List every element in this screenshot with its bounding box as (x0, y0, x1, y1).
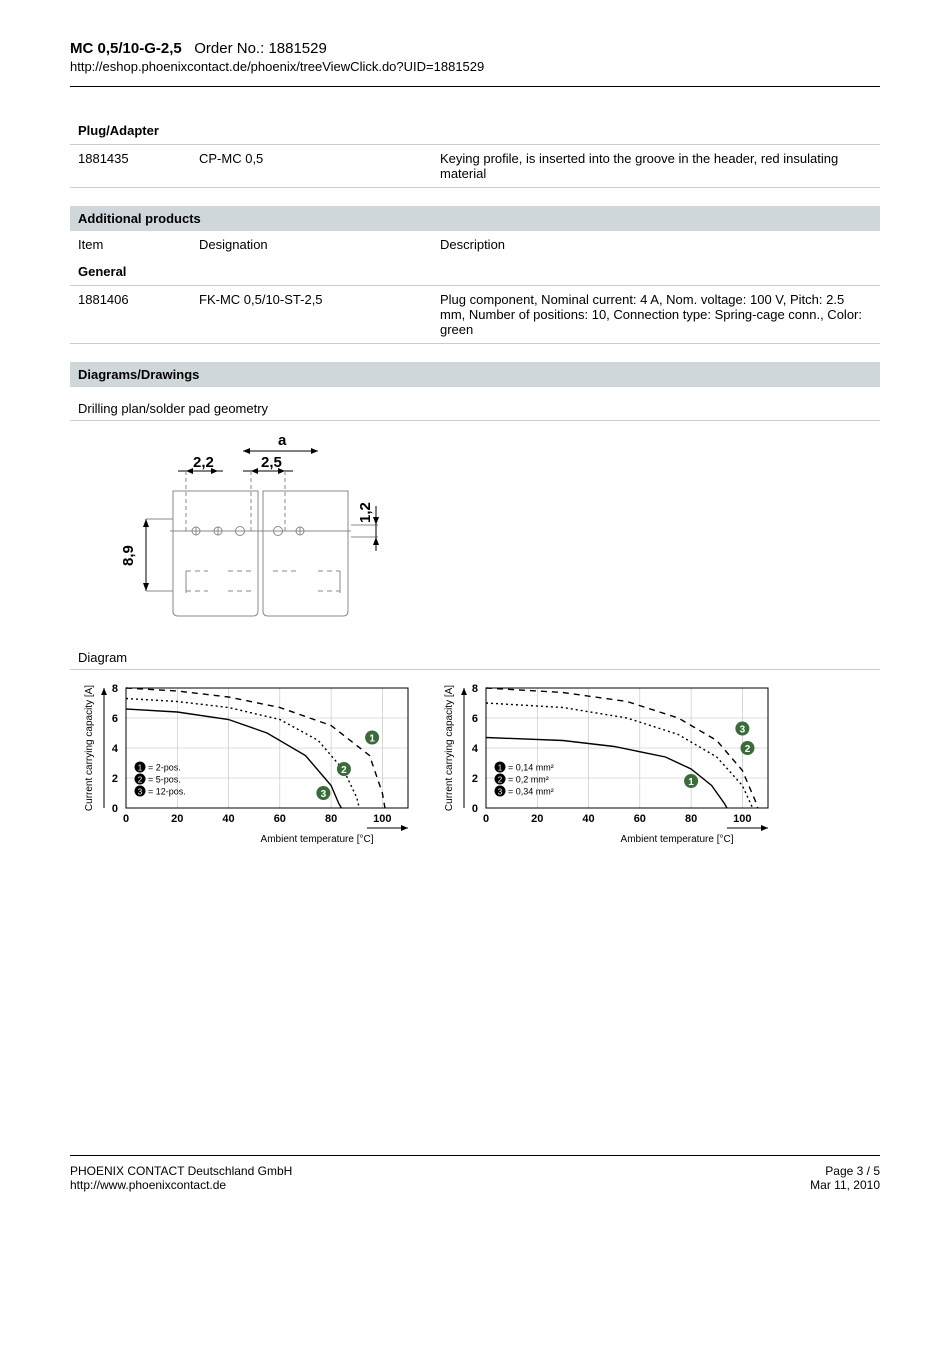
svg-text:6: 6 (472, 713, 478, 725)
diagram-row: 020406080100024681231 = 2-pos.2 = 5-pos.… (70, 680, 880, 855)
svg-text:= 5-pos.: = 5-pos. (148, 775, 181, 785)
svg-text:60: 60 (634, 813, 646, 825)
chart-1-svg: 0 20 40 60 80 100 0 2 4 6 8 1 2 3 1 = 2-pos. 2 = 5-pos.… (78, 680, 418, 855)
head-item: Item (70, 231, 191, 258)
footer-company: PHOENIX CONTACT Deutschland GmbH (70, 1164, 292, 1178)
diagram-title: Diagram (70, 636, 880, 669)
chart-1: 0 20 40 60 80 100 0 2 4 6 8 1 2 3 1 = 2-pos. 2 = 5-pos.… (78, 680, 418, 855)
footer-site: http://www.phoenixcontact.de (70, 1178, 292, 1192)
chart-2-svg: 0 20 40 60 80 100 0 2 4 6 8 3 2 1 1 = 0,14 mm² 2 = 0,2 … (438, 680, 778, 855)
svg-text:Ambient temperature [°C]: Ambient temperature [°C] (261, 834, 374, 845)
product-title: MC 0,5/10-G-2,5 Order No.: 1881529 (70, 40, 880, 57)
svg-text:= 0,34 mm²: = 0,34 mm² (508, 787, 554, 797)
general-heading: General (70, 258, 880, 285)
chart-2: 0 20 40 60 80 100 0 2 4 6 8 3 2 1 1 = 0,14 mm² 2 = 0,2 … (438, 680, 778, 855)
head-designation: Designation (191, 231, 432, 258)
svg-text:8: 8 (112, 683, 118, 695)
svg-text:100: 100 (373, 813, 391, 825)
svg-text:6: 6 (112, 713, 118, 725)
svg-text:1: 1 (369, 734, 375, 745)
dim-1-2: 1,2 (357, 502, 374, 523)
diagram-rule (70, 669, 880, 670)
cell-description: Plug component, Nominal current: 4 A, No… (432, 286, 880, 344)
table-row: 1881435 CP-MC 0,5 Keying profile, is ins… (70, 145, 880, 188)
product-url: http://eshop.phoenixcontact.de/phoenix/t… (70, 59, 880, 74)
svg-text:= 0,2 mm²: = 0,2 mm² (508, 775, 549, 785)
dim-a: a (278, 432, 287, 449)
cell-item: 1881435 (70, 145, 191, 188)
svg-text:3: 3 (498, 788, 503, 797)
svg-text:8: 8 (472, 683, 478, 695)
order-label: Order No.: (194, 40, 264, 57)
product-name: MC 0,5/10-G-2,5 (70, 40, 182, 57)
svg-text:3: 3 (740, 725, 746, 736)
cell-description: Keying profile, is inserted into the gro… (432, 145, 880, 188)
svg-text:4: 4 (112, 743, 119, 755)
additional-table: 1881406 FK-MC 0,5/10-ST-2,5 Plug compone… (70, 285, 880, 356)
page-header: MC 0,5/10-G-2,5 Order No.: 1881529 http:… (70, 40, 880, 87)
svg-text:= 12-pos.: = 12-pos. (148, 787, 186, 797)
cell-designation: CP-MC 0,5 (191, 145, 432, 188)
svg-text:60: 60 (274, 813, 286, 825)
additional-products-band: Additional products (70, 206, 880, 231)
svg-text:0: 0 (483, 813, 489, 825)
drilling-plan-svg: a 2,2 2,5 (78, 431, 398, 636)
svg-text:2: 2 (498, 776, 503, 785)
svg-text:3: 3 (138, 788, 143, 797)
dim-8-9: 8,9 (120, 545, 137, 566)
footer-right: Page 3 / 5 Mar 11, 2010 (810, 1164, 880, 1192)
svg-text:Current carrying capacity [A]: Current carrying capacity [A] (444, 685, 455, 811)
svg-text:1: 1 (688, 777, 694, 788)
svg-text:= 2-pos.: = 2-pos. (148, 763, 181, 773)
diagrams-band: Diagrams/Drawings (70, 362, 880, 387)
plug-adapter-heading: Plug/Adapter (70, 117, 880, 144)
svg-text:1: 1 (498, 764, 503, 773)
svg-text:80: 80 (685, 813, 697, 825)
svg-text:2: 2 (138, 776, 143, 785)
svg-text:3: 3 (321, 789, 327, 800)
footer-date: Mar 11, 2010 (810, 1178, 880, 1192)
svg-text:2: 2 (745, 744, 751, 755)
plug-adapter-table: 1881435 CP-MC 0,5 Keying profile, is ins… (70, 144, 880, 200)
cell-item: 1881406 (70, 286, 191, 344)
cell-designation: FK-MC 0,5/10-ST-2,5 (191, 286, 432, 344)
svg-text:= 0,14 mm²: = 0,14 mm² (508, 763, 554, 773)
svg-text:40: 40 (582, 813, 594, 825)
svg-text:40: 40 (222, 813, 234, 825)
svg-text:0: 0 (472, 803, 478, 815)
drilling-rule (70, 420, 880, 421)
order-number: 1881529 (268, 40, 326, 57)
footer-page: Page 3 / 5 (810, 1164, 880, 1178)
svg-text:2: 2 (472, 773, 478, 785)
drilling-title: Drilling plan/solder pad geometry (70, 387, 880, 420)
svg-text:Current carrying capacity [A]: Current carrying capacity [A] (84, 685, 95, 811)
footer-left: PHOENIX CONTACT Deutschland GmbH http://… (70, 1164, 292, 1192)
svg-text:4: 4 (472, 743, 479, 755)
svg-text:20: 20 (531, 813, 543, 825)
svg-text:2: 2 (112, 773, 118, 785)
svg-text:100: 100 (733, 813, 751, 825)
table-row: 1881406 FK-MC 0,5/10-ST-2,5 Plug compone… (70, 286, 880, 344)
head-description: Description (432, 231, 880, 258)
dim-2-2: 2,2 (193, 454, 214, 471)
svg-text:20: 20 (171, 813, 183, 825)
svg-text:0: 0 (112, 803, 118, 815)
page-footer: PHOENIX CONTACT Deutschland GmbH http://… (70, 1155, 880, 1192)
svg-text:1: 1 (138, 764, 143, 773)
svg-text:Ambient temperature [°C]: Ambient temperature [°C] (621, 834, 734, 845)
additional-head-table: Item Designation Description (70, 231, 880, 258)
table-head-row: Item Designation Description (70, 231, 880, 258)
svg-text:0: 0 (123, 813, 129, 825)
svg-text:2: 2 (341, 765, 347, 776)
header-rule (70, 86, 880, 87)
svg-text:80: 80 (325, 813, 337, 825)
